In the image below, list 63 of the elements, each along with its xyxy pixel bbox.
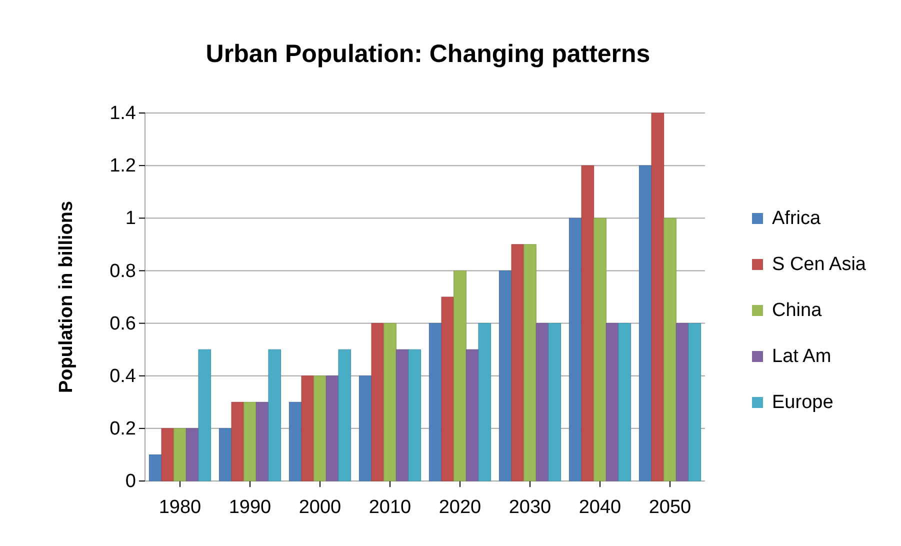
bar: [268, 349, 282, 482]
bar: [244, 402, 256, 482]
bar: [548, 323, 562, 482]
y-tick-label: 0: [125, 471, 136, 492]
bar: [408, 349, 422, 482]
x-tick-label: 2010: [368, 496, 412, 518]
bar: [651, 112, 664, 482]
bar: [466, 349, 479, 482]
bar: [524, 244, 536, 482]
x-tick-label: 2020: [438, 496, 482, 518]
x-tick-label: 2000: [298, 496, 342, 518]
bar: [441, 296, 454, 482]
bar: [314, 376, 326, 482]
bar: [174, 428, 186, 482]
bar: [148, 454, 162, 482]
bar: [371, 323, 384, 482]
y-tick-label: 0.6: [110, 313, 136, 334]
x-tick-label: 2040: [578, 496, 622, 518]
y-tick-label: 1.2: [110, 156, 136, 177]
bar: [536, 323, 549, 482]
bar: [288, 402, 302, 482]
bar: [338, 349, 352, 482]
x-tick-label: 1980: [158, 496, 202, 518]
bar: [594, 218, 606, 482]
bar: [231, 402, 244, 482]
bar: [256, 402, 269, 482]
bar: [301, 376, 314, 482]
bar: [664, 218, 676, 482]
bar: [358, 376, 372, 482]
bar: [478, 323, 492, 482]
legend-label: Africa: [772, 208, 821, 229]
x-tick-label: 2030: [508, 496, 552, 518]
bar: [396, 349, 409, 482]
x-tick-label: 2050: [648, 496, 692, 518]
bar: [186, 428, 199, 482]
legend-label: China: [772, 300, 822, 321]
legend-label: Lat Am: [772, 346, 832, 367]
bar: [498, 270, 512, 482]
y-axis-title: Population in billions: [56, 200, 77, 394]
y-tick-label: 0.4: [110, 366, 136, 387]
chart-title: Urban Population: Changing patterns: [206, 40, 650, 68]
bar: [676, 323, 689, 482]
bar: [618, 323, 632, 482]
y-tick-label: 0.2: [110, 418, 136, 440]
bar: [198, 349, 212, 482]
y-tick-label: 1: [125, 208, 136, 230]
bar: [606, 323, 619, 482]
bar: [568, 218, 582, 482]
bar: [638, 165, 652, 482]
bar: [384, 323, 396, 482]
bar: [511, 244, 524, 482]
bar: [454, 270, 466, 482]
bar: [326, 376, 339, 482]
bar: [688, 323, 702, 482]
x-tick-label: 1990: [228, 496, 272, 518]
bar: [161, 428, 174, 482]
bar: [218, 428, 232, 482]
legend-label: Europe: [772, 392, 834, 413]
y-tick-label: 1.4: [110, 103, 136, 124]
bar: [581, 165, 594, 482]
bar: [428, 323, 442, 482]
legend-label: S Cen Asia: [772, 254, 866, 275]
y-tick-label: 0.8: [110, 260, 136, 282]
